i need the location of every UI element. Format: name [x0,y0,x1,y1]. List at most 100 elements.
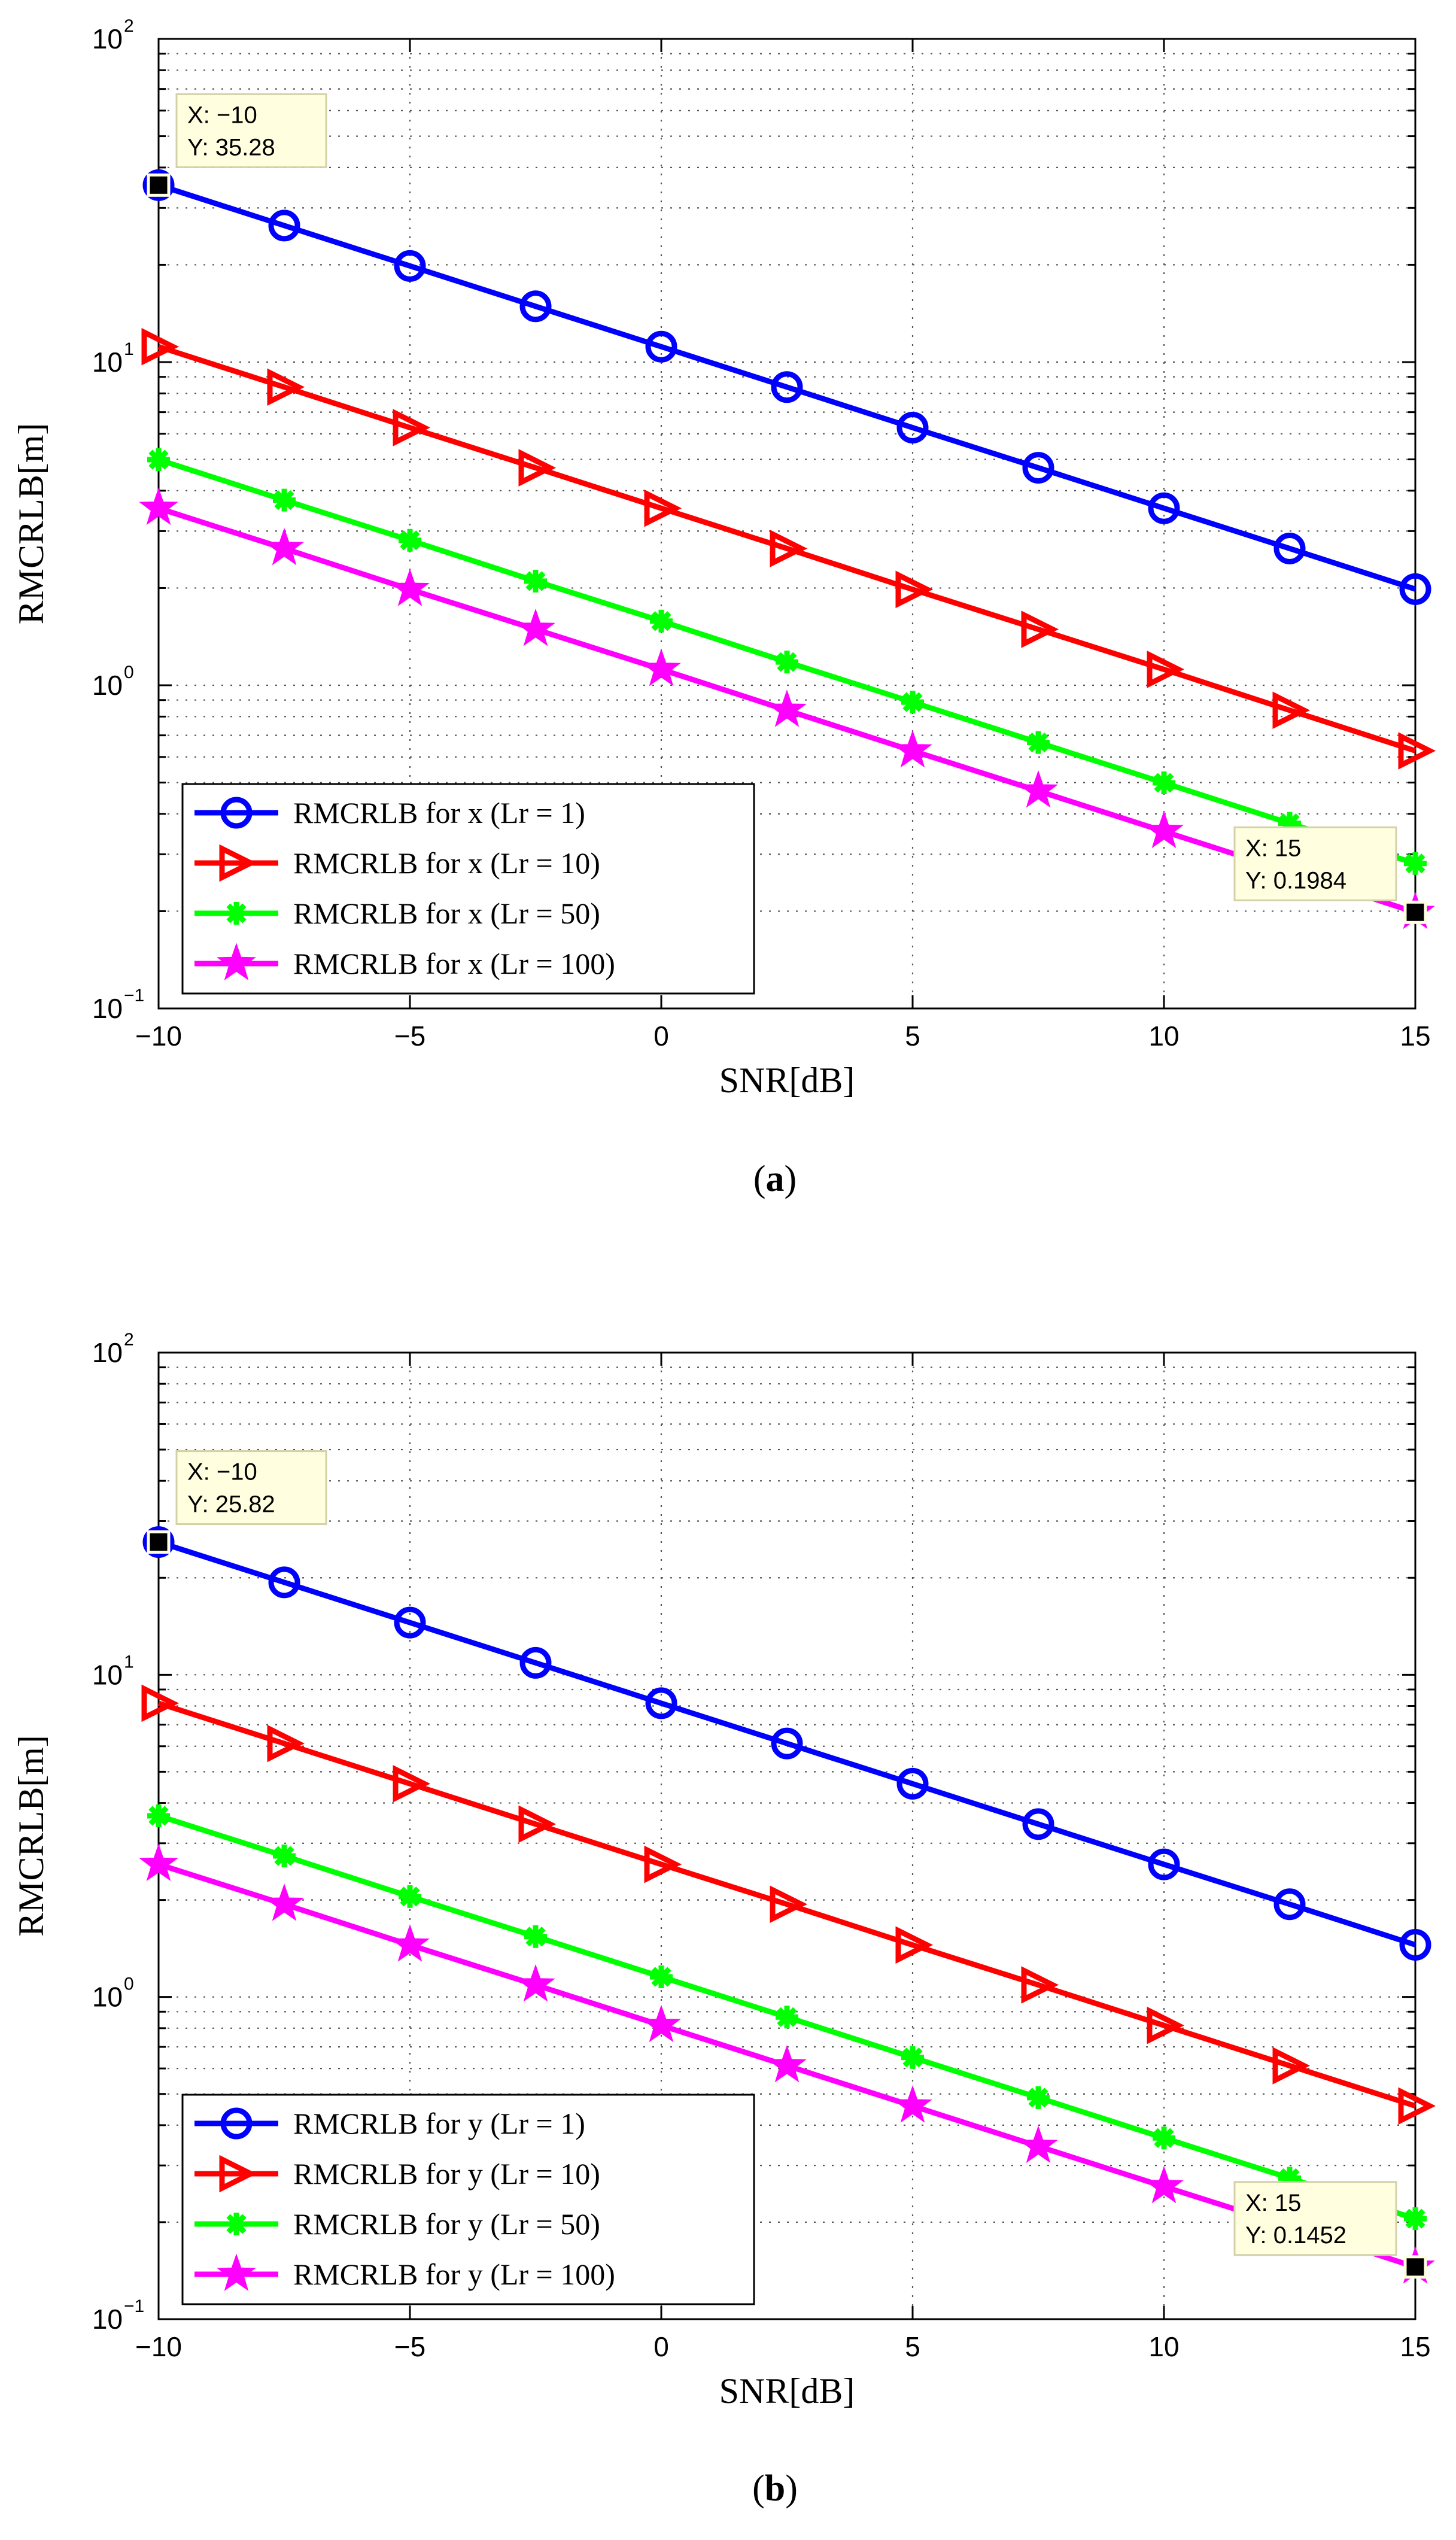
datatip-x: X: 15 [1245,2190,1301,2216]
data-point [1278,812,1301,835]
data-point [393,1765,431,1803]
series-2 [141,327,1436,770]
data-point [1019,770,1058,808]
legend-swatch-marker [217,943,256,980]
data-point [1144,2165,1184,2204]
data-point [524,1925,547,1948]
data-point [650,609,673,633]
data-point [767,689,807,727]
datatip-box [1233,2181,1397,2256]
legend-box [181,783,755,995]
datatip: X: −10 Y: 25.82 [147,1450,327,1554]
data-point [516,1964,555,2002]
legend-entry: RMCRLB for y (Lr = 50) [293,2207,600,2241]
x-tick-label: 5 [905,1020,920,1052]
x-tick-label: −5 [394,1020,425,1052]
y-tick-label-exponent: 1 [124,1652,134,1672]
datatip: X: 15 Y: 0.1984 [1233,826,1427,924]
tick-marks [157,38,1417,1010]
x-tick-label: 0 [653,2331,669,2362]
data-point [518,449,557,487]
data-point [1272,691,1311,730]
y-axis-label: RMCRLB[m] [11,423,51,625]
data-point [901,691,924,714]
data-point [645,330,677,363]
panel-caption: (b) [752,2468,798,2509]
y-tick-label-base: 10 [92,347,123,378]
data-point [770,1885,808,1924]
legend-swatch-marker [225,2213,248,2235]
data-point [776,2006,798,2029]
data-point [1399,1928,1431,1961]
data-point [1144,810,1184,849]
y-tick-label-exponent: 0 [124,1974,134,1994]
data-point [142,169,175,201]
data-point [771,371,803,403]
y-tick-label-exponent: −1 [124,986,144,1005]
data-point [399,1885,421,1908]
datatip-marker [1403,2255,1427,2279]
data-point [265,1883,304,1921]
data-point [390,1924,430,1962]
data-point [644,1845,682,1883]
series-1 [142,169,1431,605]
x-tick-label: −10 [135,1020,182,1052]
data-point [139,1843,178,1882]
data-point [642,648,681,686]
data-point [1153,771,1175,795]
legend-swatch-marker [225,902,248,925]
data-point [141,327,180,366]
x-tick-label: 5 [905,2331,920,2362]
datatip-y: Y: 25.82 [187,1491,275,1518]
data-point [896,1767,929,1800]
series-line [157,1700,1417,2109]
data-point [524,570,547,593]
data-point [393,409,431,446]
x-tick-label: 15 [1400,1020,1430,1052]
legend-entry: RMCRLB for x (Lr = 100) [293,947,615,980]
data-point [268,209,300,242]
data-point [141,1684,180,1722]
legend-swatch-marker [219,2155,257,2193]
data-point [776,651,798,674]
data-point [645,1687,677,1719]
y-tick-label-exponent: −1 [124,2296,144,2316]
data-point [642,2004,681,2043]
data-point [142,1526,175,1558]
legend-swatch-marker [220,2107,253,2140]
data-point [273,488,296,512]
panel-caption-letter: b [765,2468,785,2509]
y-tick-label-exponent: 1 [124,339,134,359]
legend-entry: RMCRLB for x (Lr = 10) [293,846,600,880]
panel-caption: (a) [753,1159,797,1199]
datatip: X: −10 Y: 35.28 [147,93,327,197]
series-2 [141,1684,1436,2125]
data-point [893,2085,932,2123]
legend: RMCRLB for x (Lr = 1) RMCRLB for x (Lr = … [181,783,755,995]
x-axis-label: SNR[dB] [719,1061,855,1100]
data-point [1021,1966,1059,2004]
legend-entry: RMCRLB for y (Lr = 100) [293,2258,615,2291]
data-point [1027,2086,1050,2109]
legend-entry: RMCRLB for x (Lr = 50) [293,897,600,930]
x-tick-label: −5 [394,2331,425,2362]
legend: RMCRLB for y (Lr = 1) RMCRLB for y (Lr = … [181,2094,755,2305]
data-point [1398,732,1436,770]
series-3 [147,1804,1427,2231]
data-point [399,528,421,552]
data-point [519,290,552,323]
data-point [644,489,682,527]
series-line [157,183,1417,592]
x-tick-label: 10 [1148,1020,1179,1052]
data-point [1278,2167,1301,2190]
data-point [394,1606,426,1639]
data-point [1399,573,1431,605]
datatip-marker [1403,900,1427,924]
y-tick-label-base: 10 [92,1337,123,1368]
datatip-y: Y: 35.28 [187,134,275,160]
data-point [1147,651,1185,688]
data-point [1022,452,1054,484]
series-3 [147,448,1427,875]
